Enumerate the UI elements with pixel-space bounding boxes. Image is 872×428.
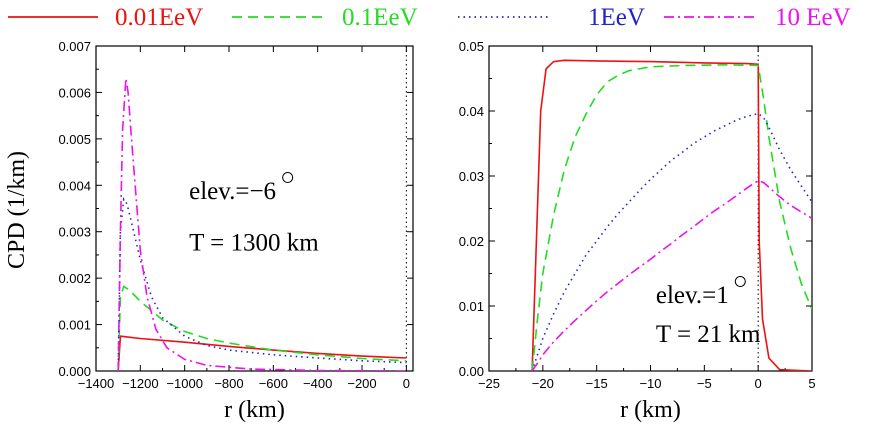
y-tick-label: 0.02 bbox=[459, 234, 484, 249]
y-tick-label: 0.00 bbox=[459, 364, 484, 379]
y-tick-label: 0.01 bbox=[459, 299, 484, 314]
degree-symbol: ○ bbox=[280, 164, 295, 191]
x-axis-label: r (km) bbox=[224, 397, 285, 423]
legend: 0.01EeV 0.1EeV 1EeV 10 EeV bbox=[8, 4, 851, 31]
series-line-0.01eev bbox=[531, 59, 812, 371]
y-tick-label: 0.000 bbox=[58, 364, 91, 379]
annotation-0: elev.=−6 bbox=[189, 178, 276, 205]
legend-label-0: 0.01EeV bbox=[115, 4, 203, 31]
x-tick-label: −5 bbox=[697, 376, 712, 391]
x-tick-label: −25 bbox=[478, 376, 500, 391]
x-tick-label: −20 bbox=[532, 376, 554, 391]
y-tick-label: 0.003 bbox=[58, 225, 91, 240]
legend-label-3: 10 EeV bbox=[775, 4, 851, 31]
annotation-1: T = 21 km bbox=[656, 321, 761, 348]
x-axis-label: r (km) bbox=[620, 397, 681, 423]
x-tick-label: −400 bbox=[303, 376, 332, 391]
y-tick-label: 0.03 bbox=[459, 169, 484, 184]
legend-label-2: 1EeV bbox=[588, 4, 645, 31]
series-line-1eev bbox=[531, 112, 812, 371]
x-tick-label: −1200 bbox=[122, 376, 159, 391]
legend-label-1: 0.1EeV bbox=[342, 4, 418, 31]
y-axis-label: CPD (1/km) bbox=[4, 151, 30, 269]
x-tick-label: 0 bbox=[403, 376, 410, 391]
y-tick-label: 0.001 bbox=[58, 318, 91, 333]
x-tick-label: −10 bbox=[639, 376, 661, 391]
y-tick-label: 0.007 bbox=[58, 39, 91, 54]
x-tick-label: −15 bbox=[586, 376, 608, 391]
x-tick-label: −1000 bbox=[166, 376, 203, 391]
x-tick-label: −800 bbox=[214, 376, 243, 391]
y-tick-label: 0.006 bbox=[58, 85, 91, 100]
y-tick-label: 0.005 bbox=[58, 132, 91, 147]
left-panel: −1400 −1200 −1000 −800 −600 −400 −200 0 0.000 0.0… bbox=[58, 39, 414, 423]
series-line-0.1eev bbox=[117, 285, 407, 371]
degree-symbol: ○ bbox=[733, 268, 748, 295]
x-tick-label: 5 bbox=[808, 376, 815, 391]
annotation-1: T = 1300 km bbox=[189, 229, 319, 256]
y-tick-label: 0.04 bbox=[459, 104, 484, 119]
series-line-0.01eev bbox=[117, 335, 407, 371]
y-tick-label: 0.004 bbox=[58, 178, 91, 193]
x-tick-label: 0 bbox=[755, 376, 762, 391]
series-line-10eev bbox=[531, 179, 812, 371]
series-line-0.1eev bbox=[531, 63, 812, 371]
annotation-0: elev.=1 bbox=[656, 282, 729, 309]
x-tick-label: −200 bbox=[347, 376, 376, 391]
right-panel: −25 −20 −15 −10 −5 0 5 0.00 0.01 0.02 0.03 0.04 0.05… bbox=[459, 39, 816, 423]
y-tick-label: 0.05 bbox=[459, 39, 484, 54]
series-line-10eev bbox=[117, 78, 407, 371]
x-tick-label: −1400 bbox=[78, 376, 115, 391]
y-tick-label: 0.002 bbox=[58, 271, 91, 286]
x-tick-label: −600 bbox=[259, 376, 288, 391]
series-line-1eev bbox=[117, 196, 407, 371]
plot-frame-0 bbox=[95, 45, 414, 372]
